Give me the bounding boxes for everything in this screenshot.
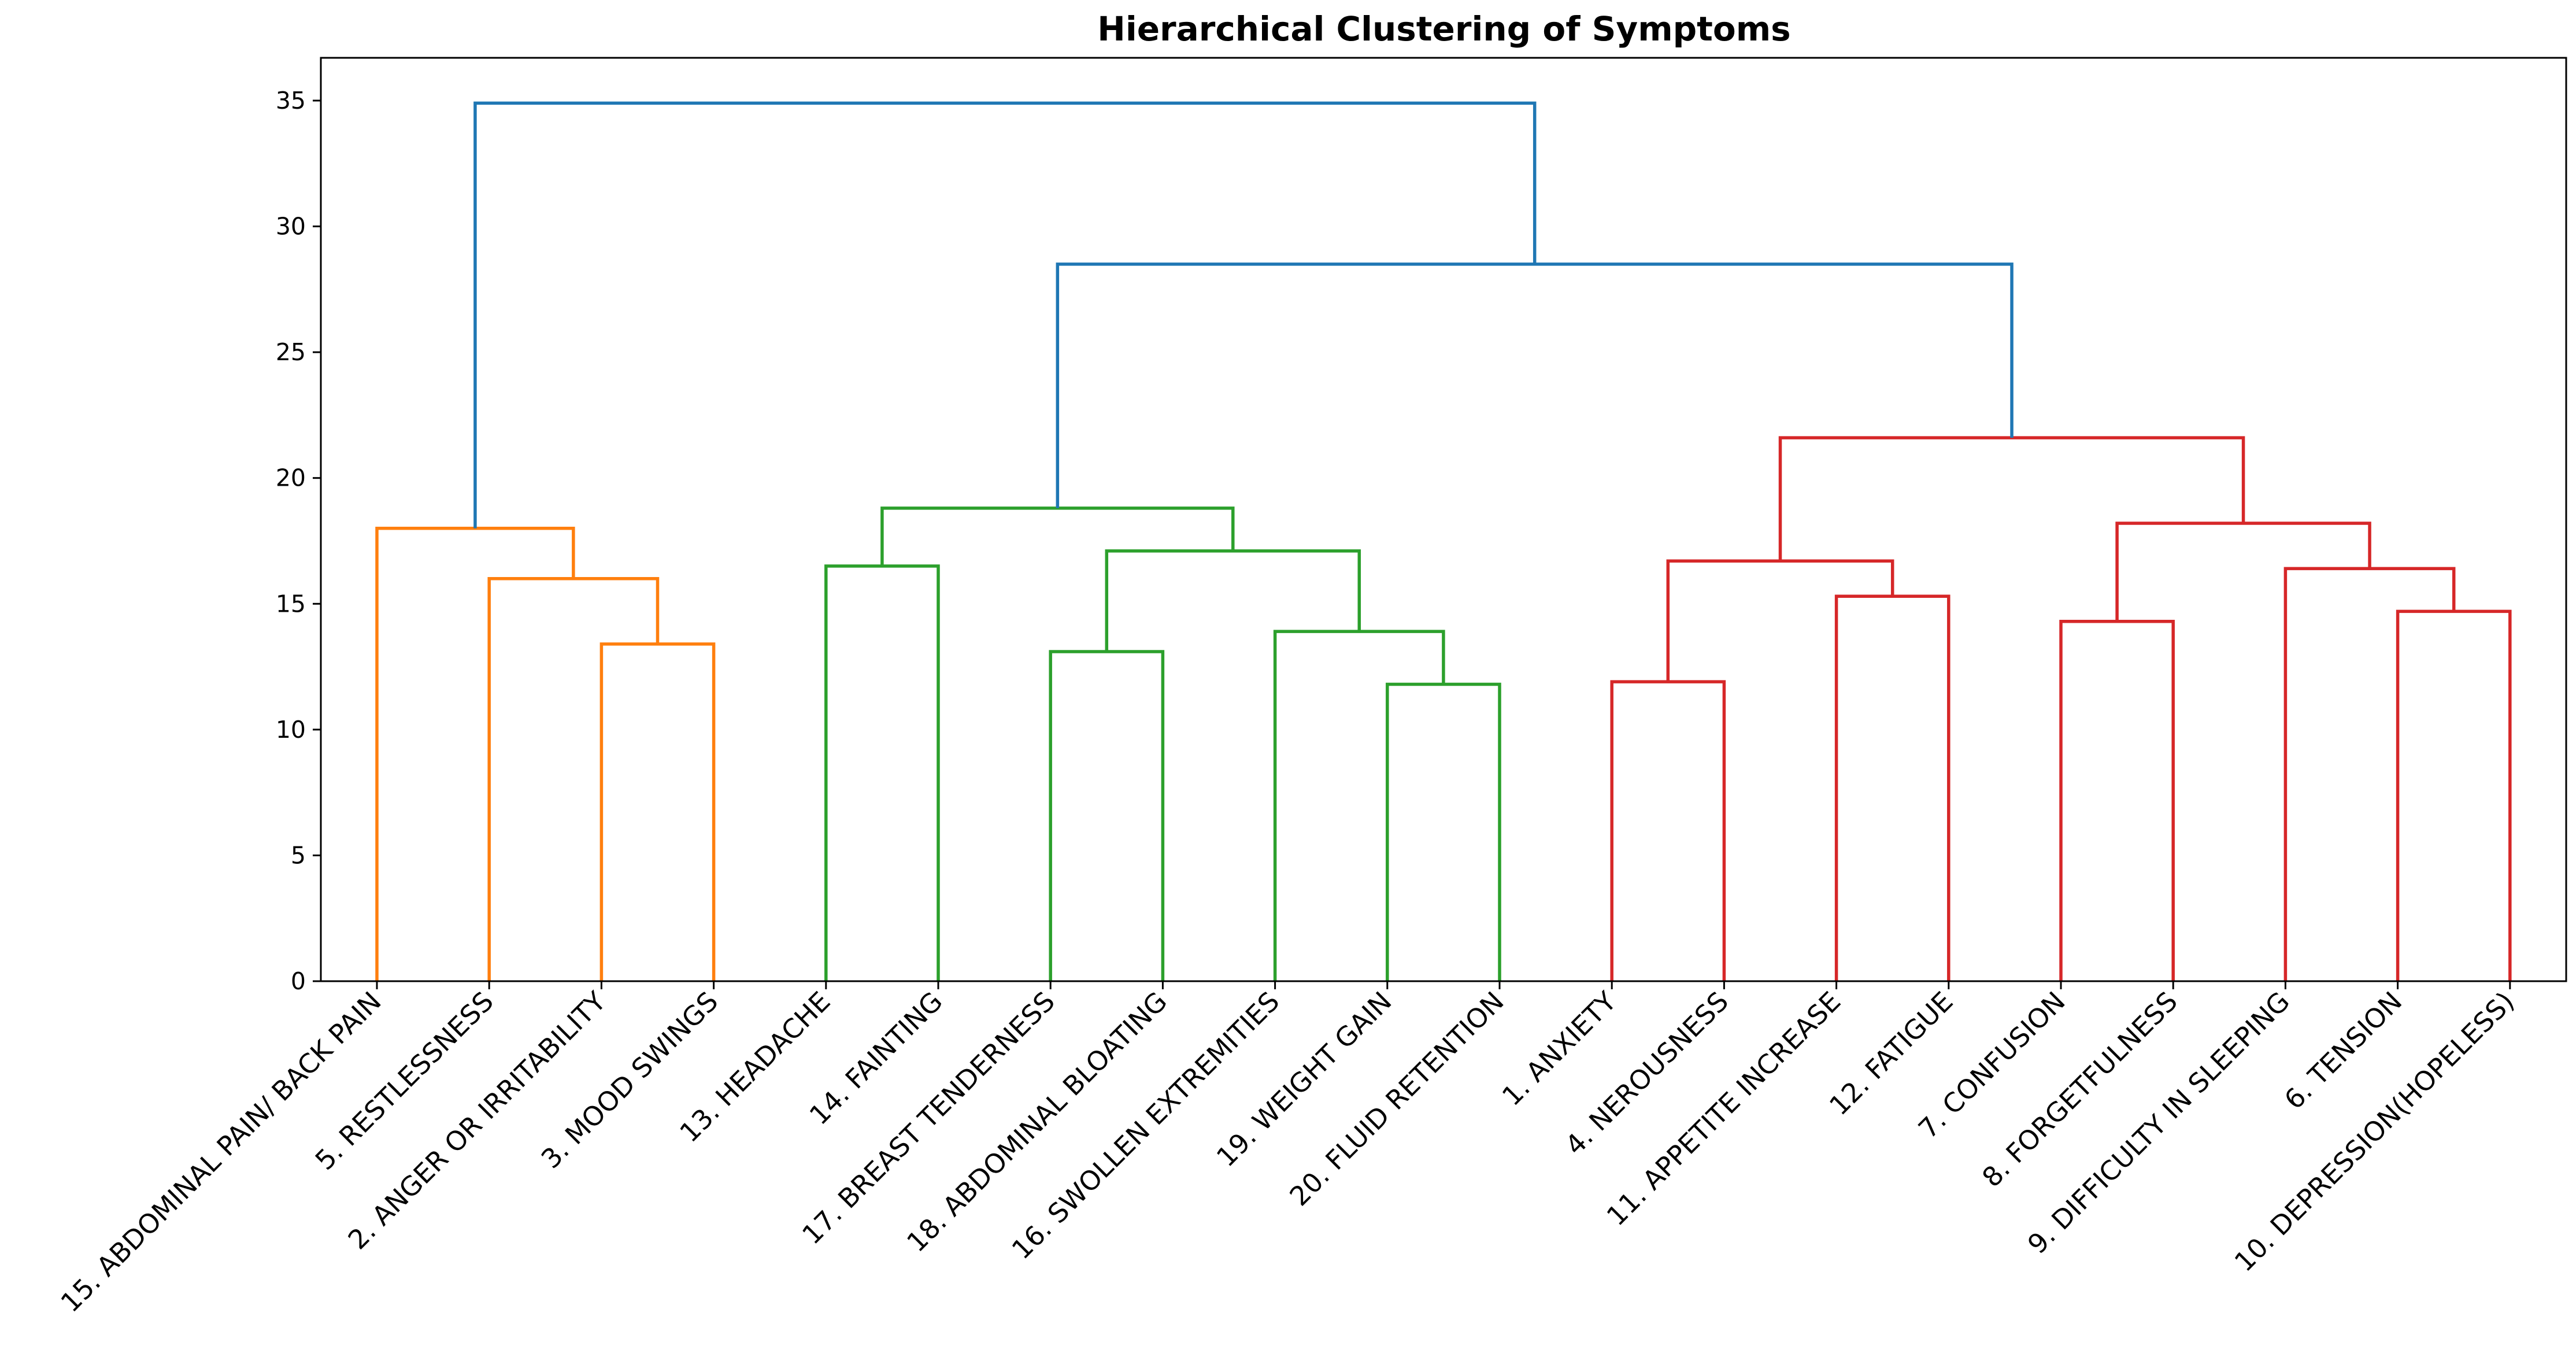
y-tick-label: 15 <box>276 590 306 618</box>
dendrogram-link-13 <box>2396 609 2512 981</box>
dendrogram-link-17 <box>1056 262 2014 508</box>
dendrogram-link-18 <box>473 101 1537 528</box>
y-tick-label: 20 <box>276 464 306 492</box>
dendrogram-link-15 <box>2115 522 2371 622</box>
dendrogram-link-3 <box>824 564 940 981</box>
dendrogram-links <box>375 101 2512 981</box>
y-tick-label: 10 <box>276 716 306 744</box>
dendrogram-link-11 <box>1666 559 1894 682</box>
leaf-label: 1. ANXIETY <box>1496 985 1623 1112</box>
dendrogram-link-5 <box>1386 682 1501 981</box>
dendrogram-link-12 <box>2059 619 2175 981</box>
leaf-label: 11. APPETITE INCREASE <box>1601 986 1847 1232</box>
y-tick-label: 35 <box>276 87 306 114</box>
dendrogram-link-7 <box>1105 549 1361 652</box>
leaf-label: 20. FLUID RETENTION <box>1283 986 1510 1212</box>
chart-title: Hierarchical Clustering of Symptoms <box>1097 9 1790 49</box>
y-tick-label: 30 <box>276 213 306 241</box>
dendrogram-link-8 <box>880 506 1235 567</box>
dendrogram-link-14 <box>2283 567 2456 981</box>
dendrogram-link-10 <box>1834 594 1950 981</box>
dendrogram-link-2 <box>375 526 575 981</box>
leaf-label: 8. FORGETFULNESS <box>1976 986 2183 1193</box>
y-tick-label: 0 <box>291 967 306 995</box>
y-tick-label: 5 <box>291 841 306 869</box>
y-axis: 0 5 10 15 20 25 30 35 <box>276 87 321 995</box>
dendrogram-link-1 <box>487 577 660 981</box>
dendrogram-link-4 <box>1049 650 1165 981</box>
dendrogram-link-16 <box>1778 436 2245 561</box>
plot-frame <box>320 57 2567 982</box>
dendrogram-link-9 <box>1610 680 1726 981</box>
dendrogram-link-0 <box>599 642 716 981</box>
y-tick-label: 25 <box>276 338 306 366</box>
